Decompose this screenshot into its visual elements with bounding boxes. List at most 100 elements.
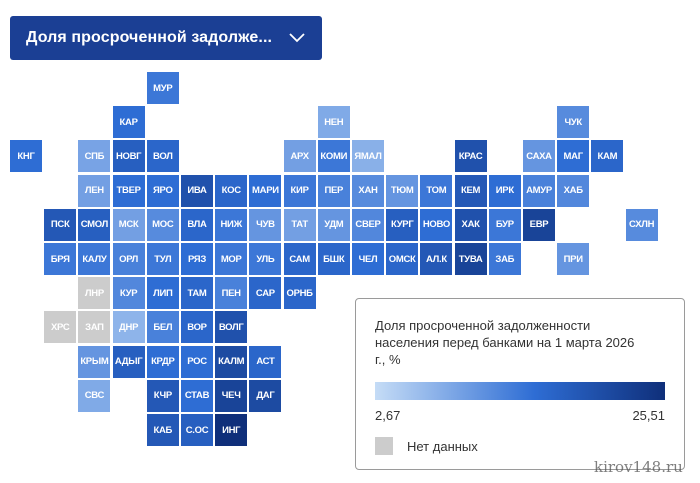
region-tile[interactable]: БРЯ [44, 243, 77, 275]
region-tile[interactable]: КУРГ [386, 208, 419, 241]
region-tile[interactable]: АДЫГ [112, 345, 145, 378]
region-tile[interactable]: ТУВА [454, 243, 487, 275]
region-tile[interactable]: САР [249, 277, 282, 310]
region-tile[interactable]: АРХ [283, 140, 316, 173]
region-tile[interactable]: ПЕН [215, 277, 248, 310]
region-tile[interactable]: ТЮМ [386, 174, 419, 207]
region-tile[interactable]: ТАМ [181, 277, 213, 310]
indicator-dropdown[interactable]: Доля просроченной задолже... [10, 16, 322, 60]
region-tile[interactable]: КАБ [146, 414, 179, 446]
region-tile[interactable]: ТВЕР [112, 174, 145, 207]
region-tile[interactable]: СВС [78, 379, 111, 412]
region-tile[interactable]: ЛЕН [78, 174, 111, 207]
region-tile[interactable]: КРАС [454, 140, 487, 173]
region-tile[interactable]: АСТ [249, 345, 282, 378]
region-tile[interactable]: ИВА [181, 174, 213, 207]
region-tile[interactable]: СВЕР [352, 208, 384, 241]
region-tile[interactable]: КОМИ [317, 140, 350, 173]
no-data-label: Нет данных [407, 438, 478, 454]
legend-min: 2,67 [375, 408, 401, 423]
region-tile[interactable]: ТАТ [283, 208, 316, 241]
region-tile[interactable]: РЯЗ [181, 243, 213, 275]
region-tile[interactable]: НИЖ [215, 208, 248, 241]
region-tile[interactable]: СТАВ [181, 379, 213, 412]
region-tile[interactable]: ЯМАЛ [352, 140, 384, 173]
region-tile[interactable]: СМОЛ [78, 208, 111, 241]
no-data-swatch [375, 437, 393, 455]
region-tile[interactable]: КАЛМ [215, 345, 248, 378]
region-tile[interactable]: ИНГ [215, 414, 248, 446]
legend-max: 25,51 [632, 408, 665, 423]
region-tile[interactable]: ЗАБ [488, 243, 521, 275]
region-tile[interactable]: БУР [488, 208, 521, 241]
region-tile[interactable]: ЛНР [78, 277, 111, 310]
region-tile[interactable]: МАГ [557, 140, 590, 173]
region-tile[interactable]: РОС [181, 345, 213, 378]
region-tile[interactable]: МУР [146, 72, 179, 104]
region-tile[interactable]: КРДР [146, 345, 179, 378]
region-tile[interactable]: КАР [112, 106, 145, 139]
region-tile[interactable]: МОР [215, 243, 248, 275]
region-tile[interactable]: УДМ [317, 208, 350, 241]
region-tile[interactable]: ХАБ [557, 174, 590, 207]
region-tile[interactable]: НОВО [420, 208, 453, 241]
region-tile[interactable]: ПСК [44, 208, 77, 241]
region-tile[interactable]: ИРК [488, 174, 521, 207]
region-tile[interactable]: ОРЛ [112, 243, 145, 275]
region-tile[interactable]: СХЛН [625, 208, 658, 241]
region-tile[interactable]: ХРС [44, 311, 77, 344]
region-tile[interactable]: ЧЕЧ [215, 379, 248, 412]
region-tile[interactable]: КНГ [10, 140, 42, 173]
region-tile[interactable]: ЧУВ [249, 208, 282, 241]
legend-scale: 2,67 25,51 [375, 408, 665, 423]
region-tile[interactable]: АМУР [523, 174, 555, 207]
region-tile[interactable]: КЕМ [454, 174, 487, 207]
region-tile[interactable]: С.ОС [181, 414, 213, 446]
region-tile[interactable]: МСК [112, 208, 145, 241]
region-tile[interactable]: КУР [112, 277, 145, 310]
region-tile[interactable]: ОРНБ [283, 277, 316, 310]
region-tile[interactable]: МОС [146, 208, 179, 241]
region-tile[interactable]: КОС [215, 174, 248, 207]
legend-gradient [375, 382, 665, 400]
region-tile[interactable]: ТУЛ [146, 243, 179, 275]
chevron-down-icon[interactable] [288, 29, 306, 47]
region-tile[interactable]: ОМСК [386, 243, 419, 275]
region-tile[interactable]: ДАГ [249, 379, 282, 412]
region-tile[interactable]: ВОЛГ [215, 311, 248, 344]
region-tile[interactable]: КАМ [591, 140, 624, 173]
region-tile[interactable]: МАРИ [249, 174, 282, 207]
region-tile[interactable]: ХАК [454, 208, 487, 241]
region-tile[interactable]: ЯРО [146, 174, 179, 207]
region-tile[interactable]: НОВГ [112, 140, 145, 173]
region-tile[interactable]: УЛЬ [249, 243, 282, 275]
region-tile[interactable]: КРЫМ [78, 345, 111, 378]
region-tile[interactable]: БШК [317, 243, 350, 275]
watermark: kirov148.ru [594, 458, 683, 476]
region-tile[interactable]: ВЛА [181, 208, 213, 241]
region-tile[interactable]: КАЛУ [78, 243, 111, 275]
region-tile[interactable]: БЕЛ [146, 311, 179, 344]
legend: Доля просроченной задолженности населени… [355, 298, 685, 470]
region-tile[interactable]: ЧЕЛ [352, 243, 384, 275]
region-tile[interactable]: ЛИП [146, 277, 179, 310]
region-tile[interactable]: САМ [283, 243, 316, 275]
region-tile[interactable]: ЗАП [78, 311, 111, 344]
region-tile[interactable]: КЧР [146, 379, 179, 412]
region-tile[interactable]: ТОМ [420, 174, 453, 207]
region-tile[interactable]: АЛ.К [420, 243, 453, 275]
region-tile[interactable]: ПРИ [557, 243, 590, 275]
region-tile[interactable]: СПБ [78, 140, 111, 173]
region-tile[interactable]: ВОР [181, 311, 213, 344]
region-tile[interactable]: ЧУК [557, 106, 590, 139]
region-tile[interactable]: ПЕР [317, 174, 350, 207]
region-tile[interactable]: КИР [283, 174, 316, 207]
region-tile[interactable]: ХАН [352, 174, 384, 207]
region-tile[interactable]: САХА [523, 140, 555, 173]
region-tile[interactable]: ДНР [112, 311, 145, 344]
region-tile[interactable]: НЕН [317, 106, 350, 139]
region-tile[interactable]: ВОЛ [146, 140, 179, 173]
region-tile[interactable]: ЕВР [523, 208, 555, 241]
legend-title: Доля просроченной задолженности населени… [375, 318, 635, 367]
